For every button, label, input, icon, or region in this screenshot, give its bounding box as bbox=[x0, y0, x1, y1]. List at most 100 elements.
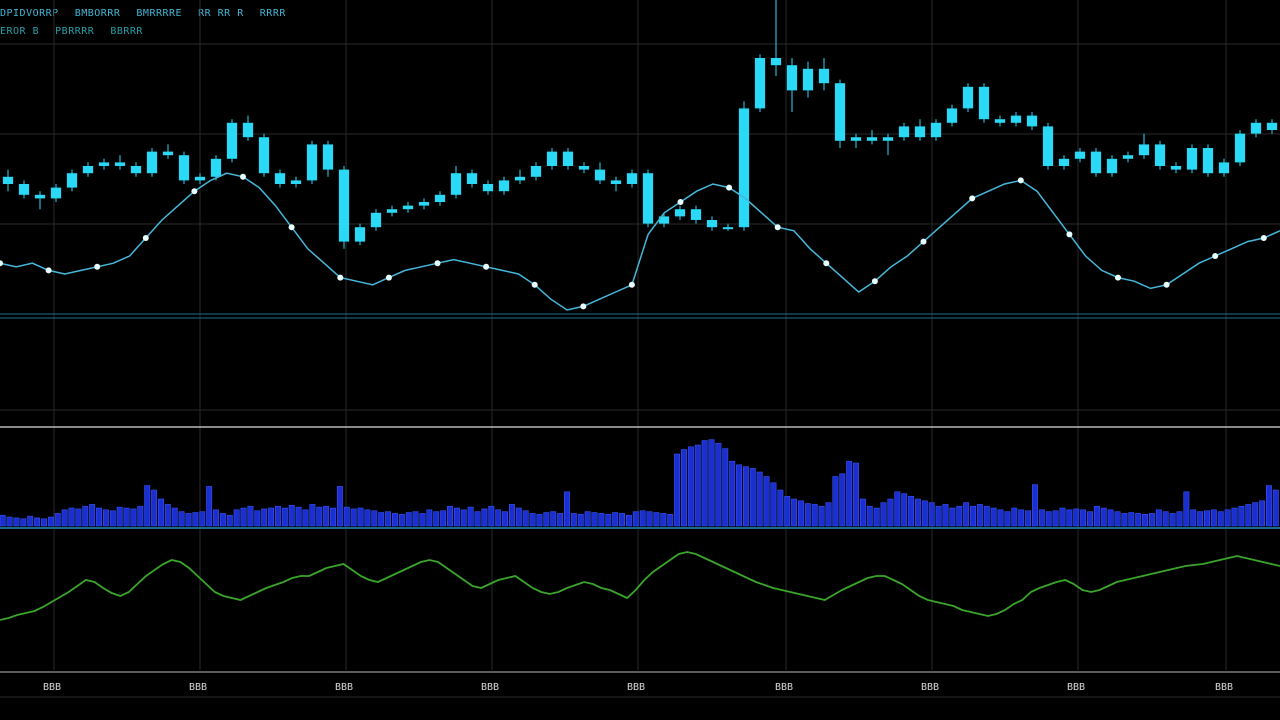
volume-bar bbox=[1142, 514, 1148, 527]
volume-bar bbox=[54, 513, 61, 527]
candle-body bbox=[450, 173, 462, 195]
candle-body bbox=[114, 162, 126, 166]
volume-bar bbox=[440, 510, 447, 527]
candle-body bbox=[322, 144, 334, 170]
volume-bar bbox=[240, 507, 247, 527]
candle-body bbox=[1234, 133, 1246, 163]
chart-header-row-1: DPIDVORRP BMBORRR BMRRRRE RR RR R RRRR bbox=[0, 8, 296, 19]
candle-body bbox=[882, 137, 894, 141]
candle-body bbox=[802, 68, 814, 91]
candle-body bbox=[2, 176, 14, 184]
x-axis: BBB BBB BBB BBB BBB BBB BBB BBB BBB bbox=[43, 682, 1233, 693]
volume-bar bbox=[970, 505, 976, 527]
price-pane[interactable] bbox=[0, 0, 1280, 311]
volume-bar bbox=[949, 507, 956, 527]
price-line-marker bbox=[580, 303, 587, 310]
volume-bar bbox=[1093, 505, 1100, 527]
volume-bar bbox=[27, 515, 34, 527]
price-line-marker bbox=[142, 235, 149, 241]
volume-bar bbox=[632, 511, 639, 527]
candle-body bbox=[962, 86, 974, 109]
candle-body bbox=[1042, 126, 1054, 166]
volume-bar bbox=[811, 504, 818, 527]
candle-body bbox=[1106, 158, 1118, 174]
volume-bar bbox=[1190, 509, 1197, 527]
volume-bar bbox=[708, 439, 715, 527]
candle-body bbox=[1122, 155, 1134, 159]
volume-bar bbox=[990, 507, 997, 527]
candle-body bbox=[754, 58, 766, 109]
volume-bar bbox=[1224, 509, 1231, 527]
x-tick-label: BBB bbox=[43, 682, 61, 693]
volume-bar bbox=[564, 491, 570, 527]
header-item: RR RR R bbox=[198, 8, 244, 19]
x-tick-label: BBB bbox=[921, 682, 939, 693]
volume-bar bbox=[350, 508, 357, 527]
candle-body bbox=[1074, 151, 1086, 159]
volume-bar bbox=[880, 502, 887, 527]
oscillator-pane[interactable] bbox=[0, 551, 1280, 621]
volume-bar bbox=[34, 517, 41, 527]
volume-bar bbox=[219, 513, 226, 527]
volume-bar bbox=[1162, 511, 1169, 527]
volume-bar bbox=[915, 498, 921, 527]
x-tick-label: BBB bbox=[775, 682, 793, 693]
volume-bar bbox=[529, 513, 536, 527]
candle-body bbox=[370, 212, 382, 228]
candle-body bbox=[482, 184, 494, 192]
chart-header-row-2: EROR B PBRRRR BBRRR bbox=[0, 26, 153, 37]
volume-bar bbox=[1121, 513, 1128, 527]
x-tick-label: BBB bbox=[1215, 682, 1233, 693]
volume-bar bbox=[866, 505, 873, 527]
volume-bar bbox=[1045, 511, 1052, 527]
candle-body bbox=[210, 158, 222, 177]
volume-bar bbox=[1059, 507, 1066, 527]
price-line-marker bbox=[1115, 274, 1121, 281]
volume-bar bbox=[887, 498, 894, 527]
candle-body bbox=[866, 137, 878, 141]
candle-body bbox=[194, 176, 206, 181]
price-line-marker bbox=[1066, 231, 1073, 238]
candle-body bbox=[1154, 144, 1166, 166]
volume-bar bbox=[412, 511, 419, 527]
candle-body bbox=[674, 209, 686, 217]
volume-bar bbox=[261, 508, 268, 527]
volume-bar bbox=[6, 516, 13, 527]
volume-bar bbox=[804, 503, 811, 527]
volume-bar bbox=[309, 504, 316, 527]
candle-body bbox=[946, 108, 958, 123]
volume-bar bbox=[378, 512, 385, 527]
volume-bar bbox=[130, 508, 137, 527]
volume-bar bbox=[832, 476, 839, 527]
volume-bar bbox=[447, 505, 453, 527]
volume-bar bbox=[1197, 511, 1204, 527]
candle-body bbox=[594, 169, 606, 181]
volume-pane[interactable] bbox=[0, 439, 1279, 527]
x-tick-label: BBB bbox=[189, 682, 207, 693]
candle-body bbox=[306, 144, 318, 181]
candle-body bbox=[1026, 115, 1038, 127]
volume-bar bbox=[82, 505, 89, 527]
volume-bar bbox=[660, 513, 667, 527]
volume-bar bbox=[522, 510, 529, 527]
volume-bar bbox=[371, 510, 378, 527]
candle-body bbox=[978, 86, 990, 120]
candle-body bbox=[626, 173, 638, 184]
volume-bar bbox=[144, 485, 151, 527]
volume-bar bbox=[839, 473, 846, 527]
volume-bar bbox=[123, 507, 130, 527]
candle-body bbox=[498, 180, 510, 192]
volume-bar bbox=[13, 517, 20, 527]
volume-bar bbox=[426, 509, 433, 527]
volume-bar bbox=[1066, 509, 1073, 527]
volume-bar bbox=[550, 511, 557, 527]
volume-bar bbox=[619, 513, 625, 527]
volume-bar bbox=[1265, 485, 1272, 527]
volume-bar bbox=[612, 512, 619, 527]
price-line-marker bbox=[385, 274, 392, 281]
volume-bar bbox=[1169, 513, 1176, 527]
candle-body bbox=[98, 162, 110, 166]
header-item: BMBORRR bbox=[74, 8, 121, 19]
candle-body bbox=[994, 119, 1006, 123]
